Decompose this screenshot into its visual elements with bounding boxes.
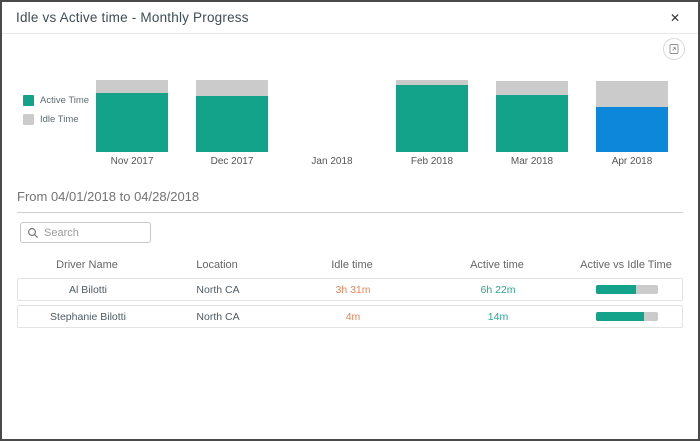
active-bar-segment bbox=[496, 95, 568, 152]
month-label: Nov 2017 bbox=[110, 156, 154, 167]
chart-column-nov-2017[interactable]: Nov 2017 bbox=[82, 41, 182, 170]
cell-active-vs-idle bbox=[568, 285, 686, 294]
bar-stack bbox=[96, 80, 168, 152]
legend-item[interactable]: Idle Time bbox=[23, 114, 89, 125]
idle-bar-segment bbox=[196, 80, 268, 96]
cell-active-time: 14m bbox=[487, 310, 509, 323]
idle-bar-segment bbox=[96, 80, 168, 93]
dialog-header: Idle vs Active time - Monthly Progress ✕ bbox=[2, 2, 698, 34]
close-button[interactable]: ✕ bbox=[666, 8, 684, 28]
active-bar-segment bbox=[596, 107, 668, 152]
legend-label: Active Time bbox=[40, 95, 90, 106]
dialog-title: Idle vs Active time - Monthly Progress bbox=[16, 10, 249, 25]
cell-active-time: 6h 22m bbox=[480, 283, 516, 296]
month-label: Jan 2018 bbox=[311, 156, 353, 167]
bar-stack bbox=[196, 80, 268, 152]
close-icon: ✕ bbox=[669, 10, 680, 25]
progress-fill bbox=[596, 285, 636, 294]
date-range-label: From 04/01/2018 to 04/28/2018 bbox=[17, 189, 200, 204]
active-bar-segment bbox=[96, 93, 168, 152]
chart-legend: Active Time Idle Time bbox=[23, 95, 89, 125]
chart-bars: Nov 2017 Dec 2017 Jan 2018 Feb 2018 Mar 2018… bbox=[82, 41, 682, 170]
cell-driver-name: Al Bilotti bbox=[69, 283, 107, 296]
date-range-section: From 04/01/2018 to 04/28/2018 bbox=[17, 188, 683, 213]
idle-bar-segment bbox=[496, 81, 568, 95]
table-row[interactable]: Stephanie Bilotti North CA 4m 14m bbox=[17, 305, 683, 328]
month-label: Apr 2018 bbox=[611, 156, 653, 167]
active-vs-idle-progress-bar bbox=[596, 285, 658, 294]
chart-column-mar-2018[interactable]: Mar 2018 bbox=[482, 41, 582, 170]
chart-area: Active Time Idle Time Nov 2017 Dec 2017 Jan… bbox=[2, 41, 698, 170]
chart-column-jan-2018[interactable]: Jan 2018 bbox=[282, 41, 382, 170]
export-button[interactable] bbox=[663, 38, 685, 60]
column-header: Active time bbox=[470, 259, 524, 271]
cell-location: North CA bbox=[196, 283, 240, 296]
column-header: Location bbox=[196, 259, 238, 271]
month-label: Dec 2017 bbox=[210, 156, 254, 167]
active-vs-idle-progress-bar bbox=[596, 312, 658, 321]
column-header: Idle time bbox=[331, 259, 373, 271]
cell-idle-time: 4m bbox=[345, 310, 361, 323]
column-header: Active vs Idle Time bbox=[580, 259, 672, 271]
legend-swatch-icon bbox=[23, 95, 34, 106]
cell-driver-name: Stephanie Bilotti bbox=[50, 310, 126, 323]
search-box bbox=[20, 222, 151, 243]
bar-stack bbox=[596, 81, 668, 152]
table-header: Driver Name Location Idle time Active time A… bbox=[17, 256, 683, 278]
cell-idle-time: 3h 31m bbox=[335, 283, 371, 296]
table-body: Al Bilotti North CA 3h 31m 6h 22m Stephanie … bbox=[17, 278, 683, 328]
bar-stack bbox=[396, 80, 468, 152]
progress-fill bbox=[596, 312, 645, 321]
cell-active-vs-idle bbox=[568, 312, 686, 321]
active-bar-segment bbox=[396, 85, 468, 152]
cell-location: North CA bbox=[196, 310, 240, 323]
column-header: Driver Name bbox=[56, 259, 118, 271]
chart-column-apr-2018[interactable]: Apr 2018 bbox=[582, 41, 682, 170]
search-input[interactable] bbox=[44, 226, 144, 239]
legend-swatch-icon bbox=[23, 114, 34, 125]
month-label: Mar 2018 bbox=[510, 156, 554, 167]
bar-stack bbox=[496, 81, 568, 152]
export-image-icon bbox=[669, 44, 679, 54]
search-icon bbox=[28, 227, 38, 238]
active-bar-segment bbox=[196, 96, 268, 152]
month-label: Feb 2018 bbox=[410, 156, 454, 167]
chart-column-feb-2018[interactable]: Feb 2018 bbox=[382, 41, 482, 170]
idle-bar-segment bbox=[596, 81, 668, 107]
legend-label: Idle Time bbox=[40, 114, 79, 125]
legend-item[interactable]: Active Time bbox=[23, 95, 89, 106]
table-row[interactable]: Al Bilotti North CA 3h 31m 6h 22m bbox=[17, 278, 683, 301]
drivers-table: Driver Name Location Idle time Active time A… bbox=[17, 256, 683, 328]
idle-bar-segment bbox=[396, 80, 468, 85]
chart-column-dec-2017[interactable]: Dec 2017 bbox=[182, 41, 282, 170]
